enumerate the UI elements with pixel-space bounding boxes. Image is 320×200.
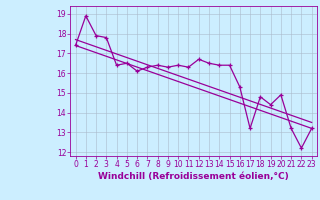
X-axis label: Windchill (Refroidissement éolien,°C): Windchill (Refroidissement éolien,°C) — [98, 172, 289, 181]
